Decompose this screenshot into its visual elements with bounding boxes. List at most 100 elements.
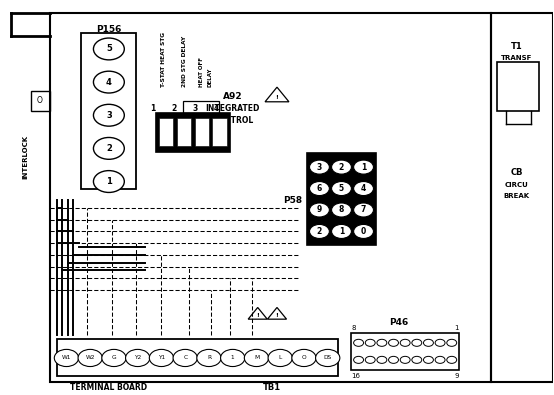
- Text: TRANSF: TRANSF: [501, 55, 532, 61]
- Text: !: !: [275, 95, 279, 100]
- Circle shape: [412, 356, 422, 363]
- Circle shape: [268, 350, 293, 367]
- Text: 16: 16: [351, 372, 361, 378]
- Circle shape: [54, 350, 79, 367]
- Circle shape: [332, 160, 351, 174]
- Circle shape: [423, 339, 433, 346]
- Circle shape: [78, 350, 102, 367]
- Text: 8: 8: [351, 325, 356, 331]
- Text: 4: 4: [361, 184, 366, 193]
- Text: 2: 2: [339, 163, 344, 171]
- Circle shape: [447, 339, 456, 346]
- Text: P156: P156: [96, 25, 121, 34]
- Bar: [156, 113, 230, 152]
- Text: 6: 6: [317, 184, 322, 193]
- Text: 1: 1: [339, 227, 344, 236]
- Text: 2: 2: [171, 103, 177, 113]
- Text: 8: 8: [339, 205, 344, 214]
- Text: Y1: Y1: [158, 356, 165, 361]
- Circle shape: [220, 350, 245, 367]
- Text: 1: 1: [106, 177, 112, 186]
- Circle shape: [126, 350, 150, 367]
- Circle shape: [423, 356, 433, 363]
- Circle shape: [310, 224, 330, 239]
- Circle shape: [94, 137, 124, 159]
- Circle shape: [400, 339, 410, 346]
- Bar: [57, 339, 337, 376]
- Circle shape: [377, 356, 387, 363]
- Text: O: O: [301, 356, 306, 361]
- Text: 3: 3: [192, 103, 197, 113]
- Bar: [50, 13, 491, 382]
- Circle shape: [353, 339, 363, 346]
- Bar: [212, 118, 227, 146]
- Bar: [177, 118, 191, 146]
- Text: 9: 9: [317, 205, 322, 214]
- Circle shape: [400, 356, 410, 363]
- Circle shape: [310, 182, 330, 196]
- Text: 1: 1: [361, 163, 366, 171]
- Circle shape: [365, 356, 375, 363]
- Circle shape: [197, 350, 221, 367]
- Circle shape: [353, 224, 373, 239]
- Text: !: !: [257, 313, 259, 318]
- Text: C: C: [183, 356, 187, 361]
- Text: INTEGRATED: INTEGRATED: [206, 104, 260, 113]
- Text: CIRCU: CIRCU: [505, 182, 529, 188]
- Text: P46: P46: [389, 318, 408, 327]
- Text: DELAY: DELAY: [207, 68, 212, 87]
- Circle shape: [94, 38, 124, 60]
- Text: 7: 7: [361, 205, 366, 214]
- Circle shape: [173, 350, 197, 367]
- Bar: [497, 62, 539, 111]
- Text: TERMINAL BOARD: TERMINAL BOARD: [70, 383, 147, 392]
- Text: 2: 2: [317, 227, 322, 236]
- Circle shape: [150, 350, 173, 367]
- Circle shape: [332, 224, 351, 239]
- Bar: [159, 118, 173, 146]
- Circle shape: [310, 160, 330, 174]
- Bar: [351, 333, 459, 370]
- Text: L: L: [279, 356, 282, 361]
- Circle shape: [377, 339, 387, 346]
- Circle shape: [94, 71, 124, 93]
- Text: !: !: [275, 313, 279, 318]
- Circle shape: [292, 350, 316, 367]
- Circle shape: [353, 203, 373, 217]
- Circle shape: [388, 339, 398, 346]
- Text: CONTROL: CONTROL: [212, 116, 254, 125]
- Circle shape: [435, 356, 445, 363]
- Circle shape: [365, 339, 375, 346]
- Text: T1: T1: [511, 42, 522, 51]
- Text: 1: 1: [150, 103, 156, 113]
- Bar: [30, 91, 50, 111]
- Text: 5: 5: [339, 184, 344, 193]
- Circle shape: [412, 339, 422, 346]
- Text: O: O: [37, 96, 43, 105]
- Text: M: M: [254, 356, 259, 361]
- Circle shape: [244, 350, 269, 367]
- Text: 4: 4: [213, 103, 218, 113]
- Text: INTERLOCK: INTERLOCK: [23, 135, 29, 179]
- Circle shape: [332, 182, 351, 196]
- Circle shape: [388, 356, 398, 363]
- Bar: [183, 101, 219, 113]
- Text: Y2: Y2: [134, 356, 141, 361]
- Text: TB1: TB1: [263, 383, 280, 392]
- Text: 3: 3: [106, 111, 112, 120]
- Text: BREAK: BREAK: [504, 193, 530, 199]
- Text: 2: 2: [106, 144, 112, 153]
- Circle shape: [316, 350, 340, 367]
- Circle shape: [435, 339, 445, 346]
- Circle shape: [353, 182, 373, 196]
- Text: G: G: [111, 356, 116, 361]
- Bar: [307, 153, 376, 245]
- Bar: [194, 118, 209, 146]
- Text: 9: 9: [454, 372, 459, 378]
- Text: 0: 0: [361, 227, 366, 236]
- Text: P58: P58: [283, 196, 302, 205]
- Circle shape: [332, 203, 351, 217]
- Text: 5: 5: [106, 45, 112, 53]
- Text: T-STAT HEAT STG: T-STAT HEAT STG: [162, 32, 167, 87]
- Text: R: R: [207, 356, 211, 361]
